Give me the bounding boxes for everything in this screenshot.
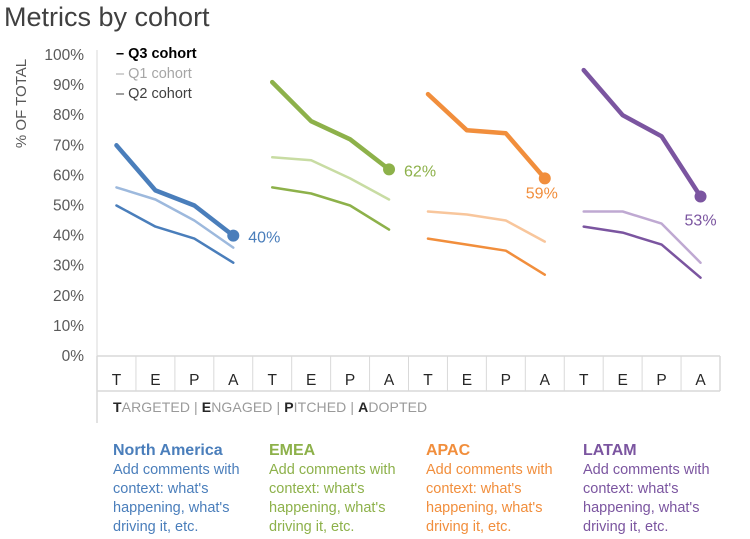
series-line-q3-cohort: [114, 143, 236, 238]
series-line-q1-cohort: [582, 210, 702, 264]
x-tick-label: P: [189, 372, 199, 389]
x-tick-label: P: [345, 372, 355, 389]
region-name: EMEA: [269, 442, 316, 459]
series-line-q1-cohort: [115, 186, 235, 249]
key-t-rest: ARGETED: [121, 399, 191, 415]
y-tick-label: 40%: [53, 228, 84, 245]
y-tick-label: 60%: [53, 167, 84, 184]
x-tick-label: T: [423, 372, 433, 389]
series-line-q3-cohort: [425, 91, 548, 181]
key-p-initial: P: [284, 399, 294, 415]
y-tick-label: 70%: [53, 137, 84, 154]
y-tick-label: 50%: [53, 198, 84, 215]
x-tick-label: P: [656, 372, 666, 389]
end-point-marker: [694, 190, 707, 203]
y-tick-label: 0%: [62, 348, 85, 365]
x-tick-label: T: [579, 372, 589, 389]
series-line-q2-cohort: [582, 225, 702, 279]
series-line-q2-cohort: [115, 204, 235, 264]
end-value-label: 59%: [526, 185, 558, 202]
region-comment: Add comments with context: what's happen…: [113, 462, 240, 535]
chart-title: Metrics by cohort: [4, 2, 210, 32]
key-sep: |: [190, 399, 202, 415]
y-tick-label: 10%: [53, 318, 84, 335]
chart-axes: 0% 10% 20% 30% 40% 50% 60% 70% 80% 90% 100% % OF TO…: [13, 47, 721, 423]
region-comment: Add comments with context: what's happen…: [583, 462, 710, 535]
series-line-q3-cohort: [581, 67, 703, 199]
region-name: North America: [113, 442, 223, 459]
region-north-america: North America Add comments with context:…: [113, 441, 273, 537]
x-tick-label: P: [501, 372, 511, 389]
y-tick-label: 20%: [53, 288, 84, 305]
legend-q1: – Q1 cohort: [116, 66, 192, 82]
region-comment: Add comments with context: what's happen…: [426, 462, 553, 535]
x-tick-label: E: [306, 372, 316, 389]
region-apac: APAC Add comments with context: what's h…: [426, 441, 586, 537]
stage-key: TARGETED | ENGAGED | PITCHED | ADOPTED: [113, 399, 427, 415]
key-t-initial: T: [113, 399, 122, 415]
series-line-q1-cohort: [270, 156, 391, 201]
end-point-marker: [538, 172, 551, 185]
x-tick-label: E: [617, 372, 627, 389]
series-line-q1-cohort: [426, 210, 547, 243]
key-e-initial: E: [201, 399, 212, 415]
x-tick-label: A: [228, 372, 239, 389]
x-tick-label: A: [695, 372, 706, 389]
y-tick-label: 30%: [53, 258, 84, 275]
legend-q3: – Q3 cohort: [116, 46, 197, 62]
key-a-rest: DOPTED: [368, 399, 428, 415]
legend: – Q3 cohort – Q1 cohort – Q2 cohort: [116, 44, 197, 104]
region-name: APAC: [426, 442, 471, 459]
end-value-label: 53%: [685, 212, 717, 229]
series-line-q2-cohort: [270, 186, 391, 231]
key-p-rest: ITCHED: [293, 399, 347, 415]
series-line-q2-cohort: [426, 237, 547, 276]
region-comment: Add comments with context: what's happen…: [269, 462, 396, 535]
x-tick-label: A: [540, 372, 551, 389]
end-value-label: 40%: [248, 230, 280, 247]
legend-q2: – Q2 cohort: [116, 86, 192, 102]
key-e-rest: NGAGED: [211, 399, 273, 415]
series-line-q3-cohort: [269, 79, 392, 172]
end-point-marker: [383, 163, 396, 176]
key-sep: |: [272, 399, 285, 415]
key-a-initial: A: [358, 399, 369, 415]
region-emea: EMEA Add comments with context: what's h…: [269, 441, 429, 537]
y-tick-label: 80%: [53, 107, 84, 124]
y-axis-label: % OF TOTAL: [13, 59, 30, 148]
x-tick-label: T: [267, 372, 277, 389]
region-latam: LATAM Add comments with context: what's …: [583, 441, 743, 537]
y-tick-label: 90%: [53, 77, 84, 94]
chart-plot: 40% 62% 59% 53%: [114, 67, 717, 279]
end-point-marker: [227, 229, 240, 242]
y-tick-label: 100%: [44, 47, 84, 64]
end-value-label: 62%: [404, 163, 436, 180]
x-tick-label: T: [112, 372, 122, 389]
x-tick-label: A: [384, 372, 395, 389]
x-tick-label: E: [150, 372, 160, 389]
key-sep: |: [346, 399, 359, 415]
region-name: LATAM: [583, 442, 637, 459]
x-tick-label: E: [462, 372, 472, 389]
